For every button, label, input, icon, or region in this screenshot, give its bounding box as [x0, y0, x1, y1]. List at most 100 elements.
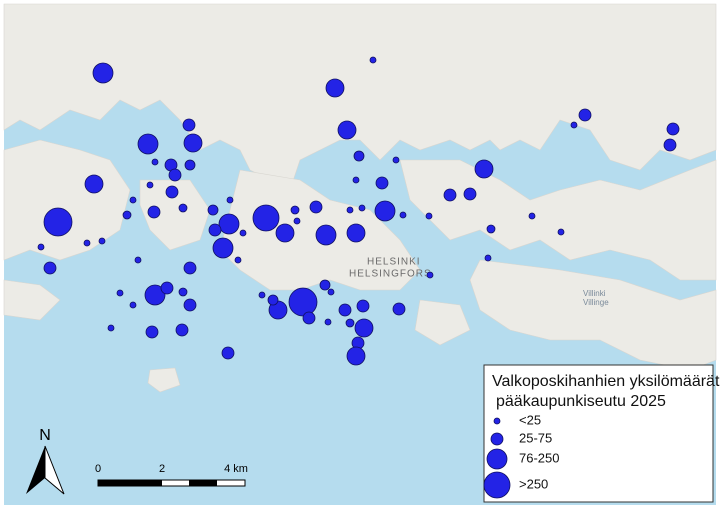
- observation-point: [207, 204, 219, 216]
- observation-point: [309, 200, 323, 214]
- observation-point: [327, 288, 335, 296]
- observation-point: [122, 210, 132, 220]
- observation-point: [374, 200, 396, 222]
- north-arrow: N: [26, 427, 65, 495]
- legend-symbol: [486, 448, 508, 470]
- observation-point: [325, 78, 345, 98]
- observation-point: [107, 324, 115, 332]
- observation-point: [288, 287, 318, 317]
- observation-point: [144, 284, 166, 306]
- observation-point: [208, 223, 222, 237]
- observation-point: [557, 228, 565, 236]
- observation-points: [37, 56, 680, 366]
- scale-bar-segment: [98, 480, 162, 486]
- observation-point: [137, 133, 159, 155]
- legend-box: [483, 364, 714, 503]
- observation-point: [338, 303, 352, 317]
- observation-point: [178, 203, 188, 213]
- observation-point: [369, 56, 377, 64]
- observation-point: [486, 224, 496, 234]
- observation-point: [399, 211, 407, 219]
- legend-label: 76-250: [519, 450, 559, 465]
- legend-label: >250: [519, 476, 548, 491]
- legend-symbol: [493, 417, 501, 425]
- legend-symbol: [490, 432, 504, 446]
- observation-point: [37, 243, 45, 251]
- observation-point: [116, 289, 124, 297]
- observation-point: [346, 206, 354, 214]
- observation-point: [129, 196, 137, 204]
- observation-point: [358, 204, 366, 212]
- observation-point: [218, 213, 240, 235]
- observation-point: [160, 281, 174, 295]
- observation-point: [474, 159, 494, 179]
- observation-point: [252, 204, 280, 232]
- observation-point: [528, 212, 536, 220]
- observation-point: [129, 301, 137, 309]
- observation-point: [175, 323, 189, 337]
- observation-point: [212, 237, 234, 259]
- observation-point: [570, 121, 578, 129]
- observation-point: [463, 187, 477, 201]
- observation-point: [84, 174, 104, 194]
- observation-point: [345, 318, 355, 328]
- legend-title: pääkaupunkiseutu 2025: [496, 393, 666, 410]
- observation-point: [426, 271, 434, 279]
- place-label: HELSINGFORS: [349, 269, 432, 280]
- observation-point: [226, 196, 234, 204]
- legend-label: <25: [519, 412, 541, 427]
- observation-point: [178, 287, 188, 297]
- observation-point: [290, 205, 300, 215]
- observation-point: [352, 176, 360, 184]
- observation-point: [267, 294, 279, 306]
- observation-point: [346, 346, 366, 366]
- observation-point: [145, 325, 159, 339]
- observation-point: [356, 299, 370, 313]
- place-label: Villinge: [583, 298, 609, 307]
- place-label: Villinki: [583, 289, 606, 298]
- observation-point: [239, 229, 247, 237]
- observation-point: [375, 176, 389, 190]
- observation-point: [183, 261, 197, 275]
- legend-items: <25 25-75 76-250 >250: [483, 412, 559, 499]
- observation-point: [258, 291, 266, 299]
- legend-title: Valkoposkihanhien yksilömäärät,: [492, 373, 720, 390]
- observation-point: [324, 318, 332, 326]
- scale-label: 0: [95, 463, 101, 475]
- observation-point: [168, 168, 182, 182]
- observation-point: [234, 256, 242, 264]
- observation-point: [425, 212, 433, 220]
- observation-point: [354, 318, 374, 338]
- observation-point: [392, 302, 406, 316]
- observation-point: [663, 138, 677, 152]
- legend-symbol: [483, 471, 511, 499]
- observation-point: [337, 120, 357, 140]
- scale-bar-segment: [189, 480, 217, 486]
- north-arrow-left: [26, 446, 45, 494]
- observation-point: [165, 185, 179, 199]
- observation-point: [43, 207, 73, 237]
- north-label: N: [39, 427, 51, 444]
- observation-point: [275, 223, 295, 243]
- observation-point: [302, 311, 316, 325]
- observation-point: [151, 158, 159, 166]
- observation-point: [319, 279, 331, 291]
- observation-point: [183, 133, 203, 153]
- observation-point: [184, 159, 196, 171]
- observation-point: [147, 205, 161, 219]
- observation-point: [293, 217, 301, 225]
- observation-point: [134, 256, 142, 264]
- scale-label: 4 km: [224, 463, 248, 475]
- observation-point: [443, 188, 457, 202]
- north-arrow-right: [44, 445, 65, 495]
- observation-point: [578, 108, 592, 122]
- observation-point: [43, 261, 57, 275]
- observation-point: [98, 237, 106, 245]
- scale-bar: 0 2 4 km: [95, 463, 248, 487]
- observation-point: [346, 223, 366, 243]
- observation-point: [92, 62, 114, 84]
- observation-point: [221, 346, 235, 360]
- observation-point: [183, 298, 197, 312]
- observation-point: [146, 181, 154, 189]
